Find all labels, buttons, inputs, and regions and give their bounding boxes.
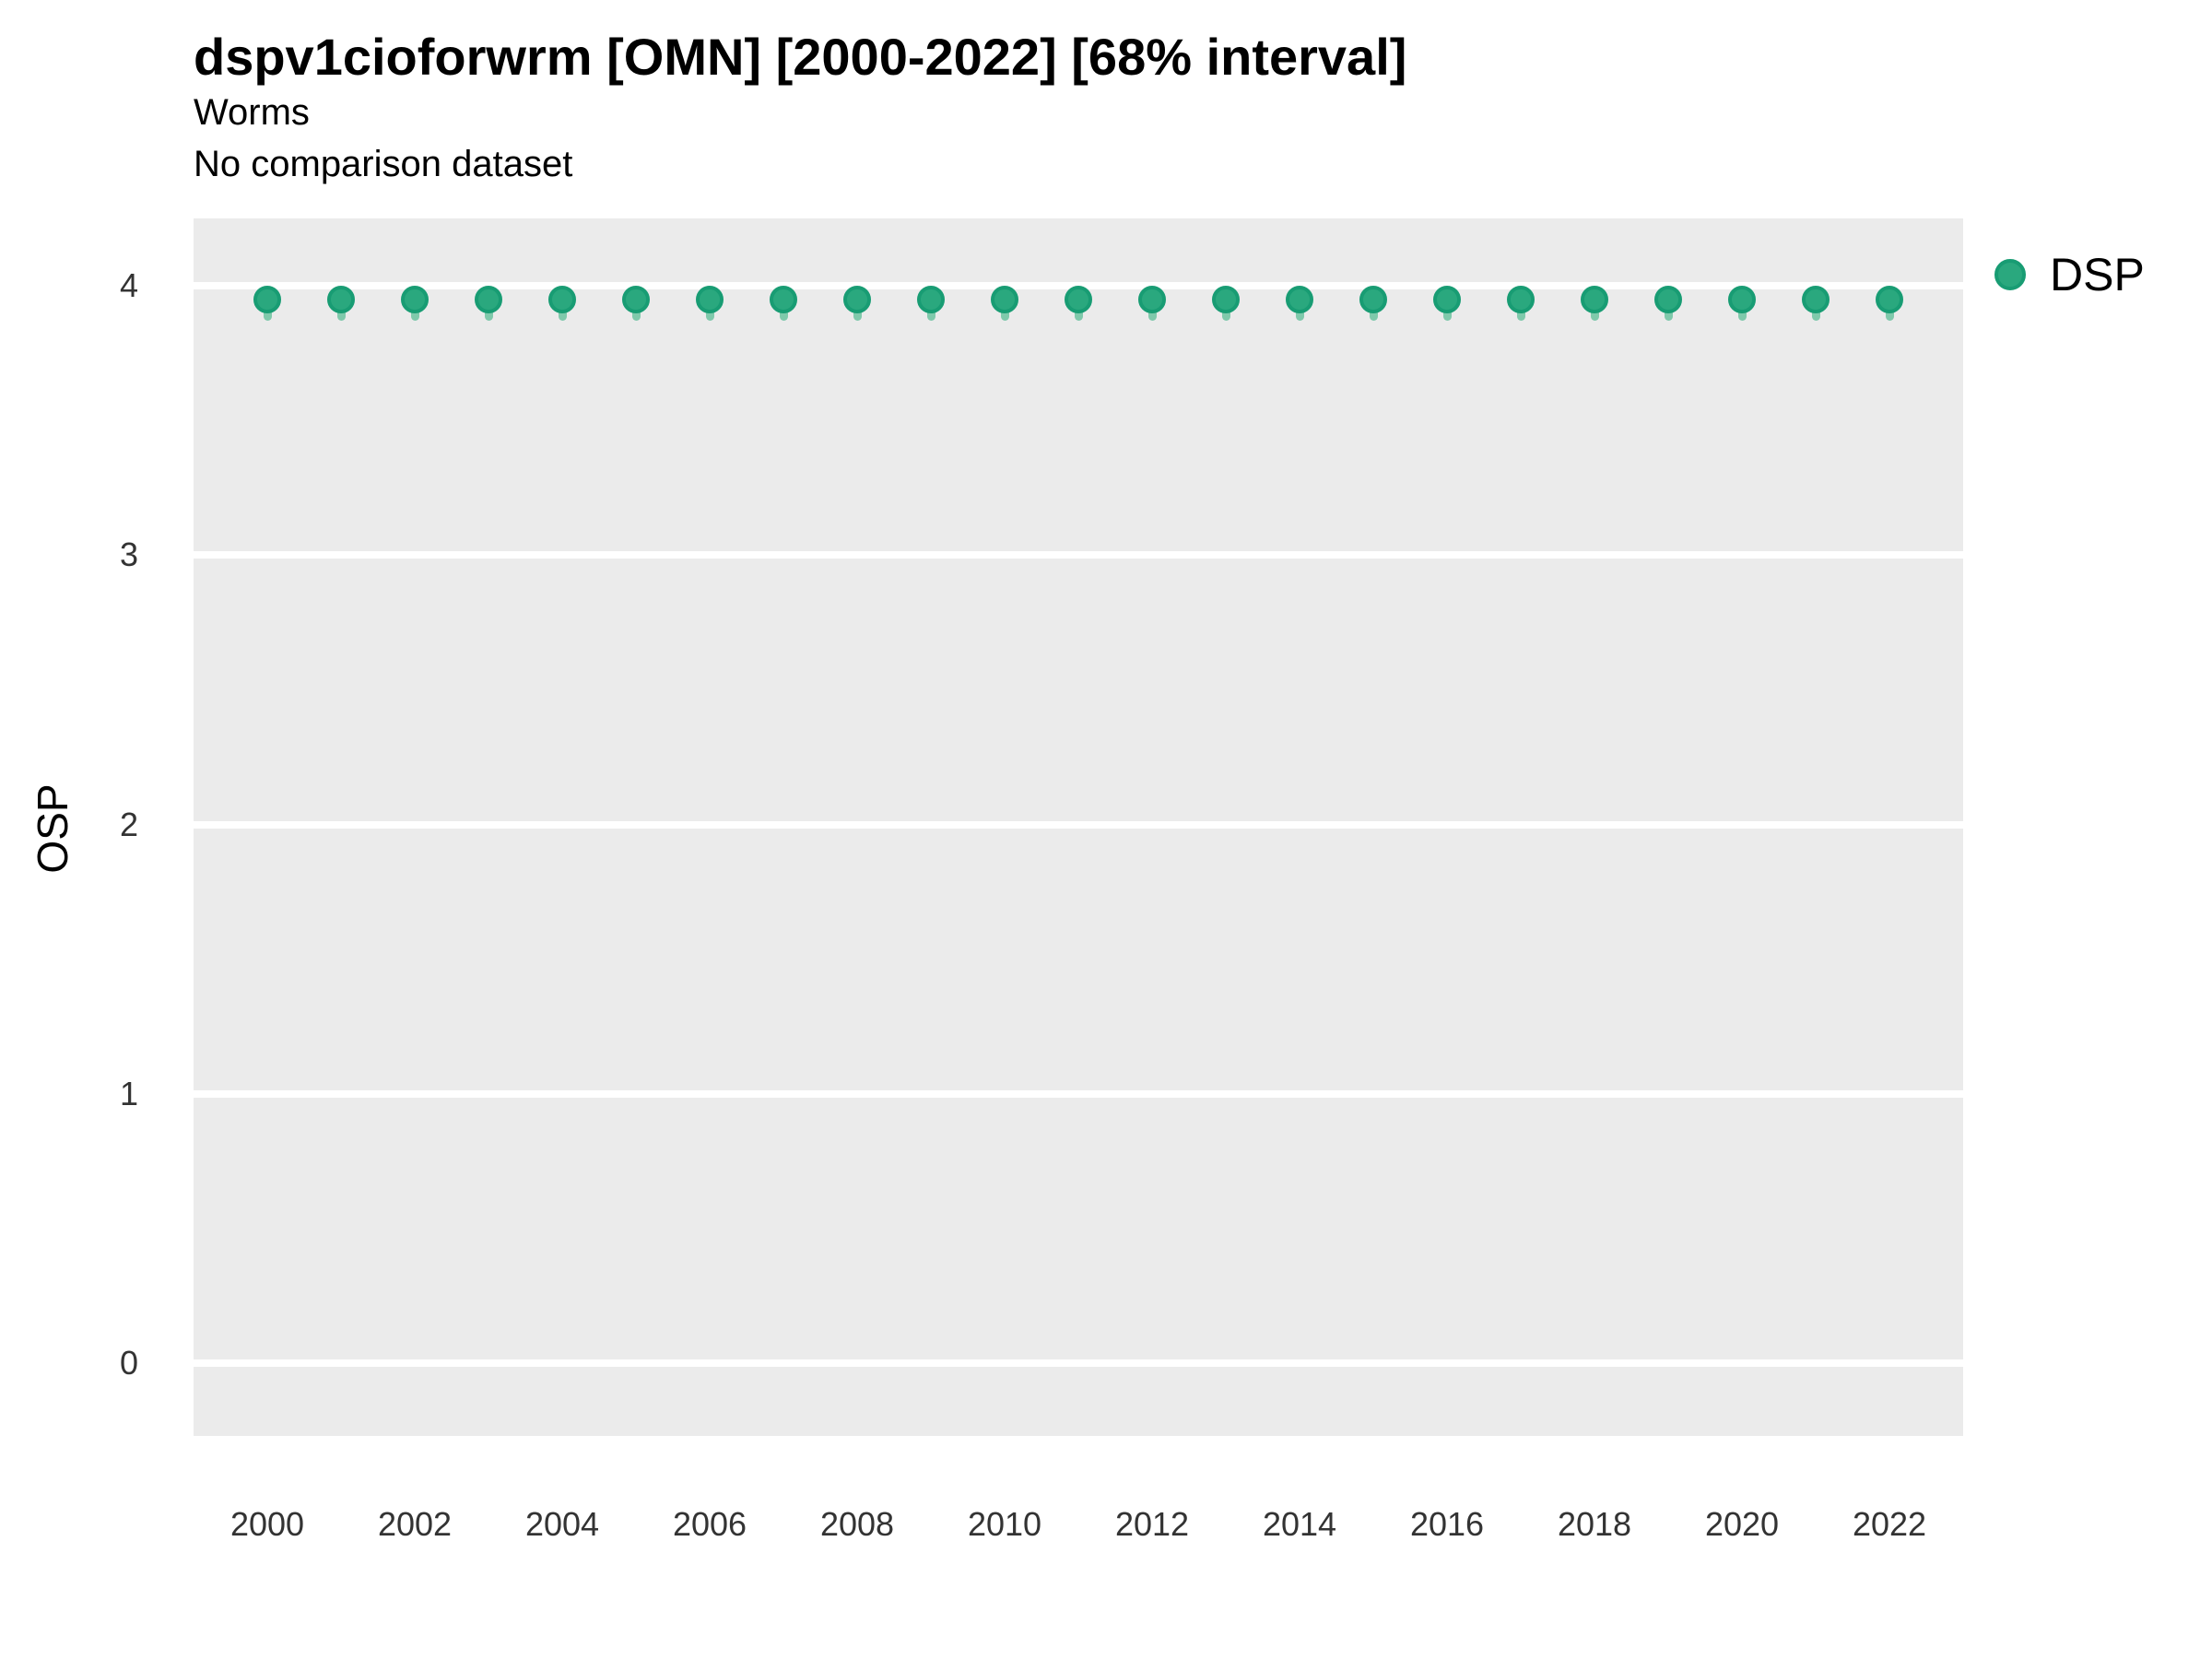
- x-tick-label: 2008: [819, 1505, 895, 1543]
- x-tick-label: 2020: [1704, 1505, 1780, 1543]
- data-point: [327, 285, 355, 313]
- data-point: [696, 285, 724, 313]
- data-point: [991, 285, 1018, 313]
- x-tick-label: 2018: [1557, 1505, 1632, 1543]
- gridline-y-2: [194, 820, 1963, 829]
- data-point: [1728, 285, 1756, 313]
- y-tick-label: 3: [119, 535, 138, 574]
- data-point: [843, 285, 871, 313]
- data-point: [548, 285, 576, 313]
- y-tick-label: 1: [119, 1074, 138, 1112]
- data-point: [253, 285, 281, 313]
- data-point: [622, 285, 650, 313]
- x-tick-label: 2014: [1262, 1505, 1337, 1543]
- data-point: [1581, 285, 1608, 313]
- gridline-y-1: [194, 1089, 1963, 1098]
- plot-panel: [194, 218, 1963, 1436]
- chart-title: dspv1cioforwrm [OMN] [2000-2022] [68% in…: [194, 28, 1407, 86]
- x-tick-label: 2004: [524, 1505, 600, 1543]
- comparison-note: No comparison dataset: [194, 144, 573, 184]
- legend: DSP: [1994, 251, 2145, 299]
- gridline-y-3: [194, 551, 1963, 559]
- y-tick-label: 0: [119, 1344, 138, 1382]
- data-point: [1802, 285, 1830, 313]
- data-point: [1876, 285, 1903, 313]
- x-tick-label: 2002: [377, 1505, 453, 1543]
- x-tick-label: 2016: [1409, 1505, 1485, 1543]
- data-point: [1433, 285, 1461, 313]
- x-tick-label: 2012: [1114, 1505, 1190, 1543]
- gridline-y-0: [194, 1359, 1963, 1368]
- data-point: [1286, 285, 1313, 313]
- x-tick-label: 2010: [967, 1505, 1042, 1543]
- x-tick-label: 2022: [1852, 1505, 1927, 1543]
- data-point: [1507, 285, 1535, 313]
- y-tick-label: 2: [119, 805, 138, 843]
- data-point: [1138, 285, 1166, 313]
- legend-point-icon: [1994, 259, 2026, 290]
- data-point: [917, 285, 945, 313]
- data-point: [1359, 285, 1387, 313]
- y-tick-label: 4: [119, 266, 138, 305]
- data-point: [770, 285, 797, 313]
- legend-label: DSP: [2050, 249, 2145, 300]
- data-point: [1065, 285, 1092, 313]
- chart-subtitle: Worms: [194, 92, 310, 133]
- x-tick-label: 2000: [229, 1505, 305, 1543]
- x-tick-label: 2006: [672, 1505, 747, 1543]
- data-point: [401, 285, 429, 313]
- data-point: [475, 285, 502, 313]
- data-point: [1654, 285, 1682, 313]
- chart-header: dspv1cioforwrm [OMN] [2000-2022] [68% in…: [194, 28, 1406, 190]
- data-point: [1212, 285, 1240, 313]
